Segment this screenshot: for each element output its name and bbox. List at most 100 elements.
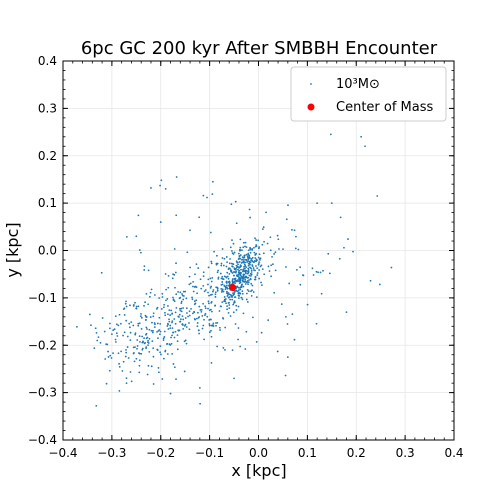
star-point xyxy=(211,180,214,183)
star-point xyxy=(249,272,252,275)
star-point xyxy=(138,322,141,325)
star-point xyxy=(113,328,116,331)
star-point xyxy=(216,289,219,292)
star-point xyxy=(277,238,280,241)
star-point xyxy=(166,322,169,325)
star-point xyxy=(222,264,225,267)
star-point xyxy=(198,316,201,318)
star-point xyxy=(214,295,217,298)
star-point xyxy=(254,245,257,248)
star-point xyxy=(177,290,180,293)
star-point xyxy=(168,320,171,323)
star-point xyxy=(173,273,176,276)
star-point xyxy=(237,258,240,261)
star-point xyxy=(119,322,122,325)
star-point xyxy=(201,315,204,317)
star-point xyxy=(117,324,120,327)
star-point xyxy=(173,336,176,339)
star-point xyxy=(155,308,158,310)
star-point xyxy=(251,316,254,319)
star-point xyxy=(249,257,251,260)
star-point xyxy=(231,250,233,252)
star-point xyxy=(212,324,214,326)
y-tick-label: −0.1 xyxy=(28,291,57,305)
star-point xyxy=(204,312,207,315)
star-point xyxy=(130,321,133,324)
star-point xyxy=(232,253,235,255)
star-point xyxy=(200,310,203,313)
star-point xyxy=(173,366,176,369)
star-point xyxy=(294,247,297,250)
star-point xyxy=(169,392,172,395)
star-point xyxy=(174,330,177,333)
star-point xyxy=(288,282,291,285)
star-point xyxy=(161,292,164,295)
star-point xyxy=(239,288,242,291)
star-point xyxy=(273,253,276,255)
star-point xyxy=(145,292,148,295)
star-point xyxy=(237,297,240,300)
star-point xyxy=(254,276,257,279)
star-point xyxy=(176,348,179,351)
star-point xyxy=(125,382,128,385)
star-point xyxy=(237,291,240,294)
star-point xyxy=(239,264,242,267)
star-point xyxy=(118,362,121,365)
star-point xyxy=(171,353,174,355)
star-point xyxy=(198,386,201,389)
star-point xyxy=(150,329,153,332)
star-point xyxy=(104,358,107,360)
star-point xyxy=(254,269,256,272)
star-point xyxy=(167,305,169,307)
star-point xyxy=(151,321,153,324)
star-point xyxy=(95,405,98,407)
star-point xyxy=(184,339,187,342)
star-point xyxy=(123,307,126,310)
star-point xyxy=(235,270,238,273)
star-point xyxy=(236,261,238,264)
star-point xyxy=(231,349,234,352)
star-point xyxy=(210,280,213,283)
legend-label-stars: 10³M⊙ xyxy=(336,77,380,92)
star-point xyxy=(210,260,213,263)
star-point xyxy=(327,252,330,255)
star-point xyxy=(299,266,302,269)
star-point xyxy=(250,294,253,297)
star-point xyxy=(256,267,259,270)
star-point xyxy=(234,279,237,282)
star-point xyxy=(216,345,219,348)
star-point xyxy=(295,235,297,238)
star-point xyxy=(153,322,156,324)
star-point xyxy=(247,269,250,271)
star-point xyxy=(287,204,289,207)
star-point xyxy=(220,287,223,290)
star-point xyxy=(209,318,212,321)
star-point xyxy=(171,334,173,337)
star-point xyxy=(229,267,231,270)
star-point xyxy=(224,288,227,291)
star-point xyxy=(322,269,324,272)
star-point xyxy=(96,339,99,342)
star-point xyxy=(248,208,251,211)
x-tick-label: −0.2 xyxy=(146,446,175,460)
y-tick-label: −0.2 xyxy=(28,338,57,352)
star-point xyxy=(112,352,114,355)
star-point xyxy=(245,269,248,272)
star-point xyxy=(255,244,258,246)
star-point xyxy=(172,363,175,365)
star-point xyxy=(156,322,159,325)
star-point xyxy=(224,349,226,351)
star-point xyxy=(217,269,220,272)
star-point xyxy=(317,271,319,274)
star-point xyxy=(210,335,213,338)
star-point xyxy=(168,318,170,321)
star-point xyxy=(148,350,151,353)
star-point xyxy=(114,341,117,343)
star-point xyxy=(115,332,118,335)
star-point xyxy=(233,292,235,295)
star-point xyxy=(116,335,119,337)
star-point xyxy=(248,274,251,277)
star-point xyxy=(229,298,232,301)
star-point xyxy=(236,285,239,288)
legend-marker-center-of-mass xyxy=(307,103,315,111)
